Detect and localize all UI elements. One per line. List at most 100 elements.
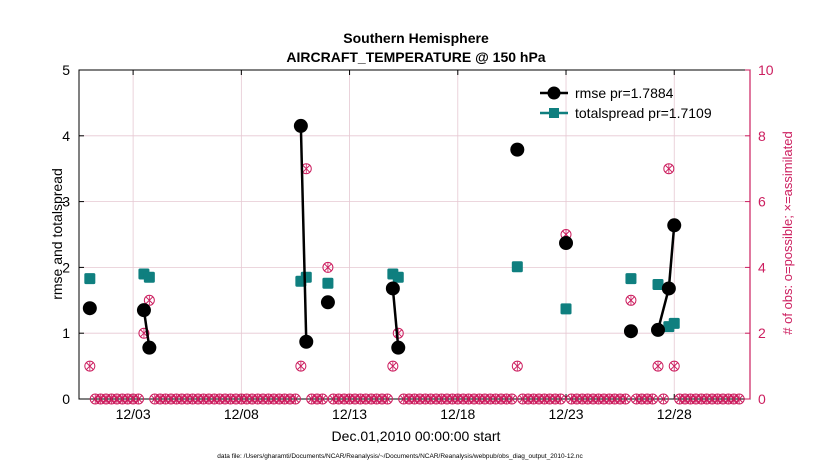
rmse-point [82,301,97,316]
obs-possible-circle [143,294,155,306]
y-tick-label-right: 6 [758,194,766,210]
obs-possible-circle [647,393,659,405]
obs-marker [506,393,518,405]
obs-marker [322,261,334,273]
y-tick-label-left: 1 [62,325,70,341]
obs-possible-circle [657,393,669,405]
obs-possible-circle [381,393,393,405]
legend-spread-label: totalspread pr=1.7109 [575,105,712,121]
y-tick-label-right: 8 [758,128,766,144]
x-tick-label: 12/03 [116,406,151,422]
totalspread-point [652,279,664,291]
totalspread-point [143,271,155,283]
obs-possible-circle [133,393,145,405]
totalspread-point [322,277,334,289]
y-tick-label-left: 5 [62,62,70,78]
rmse-point [667,218,682,233]
rmse-point [293,118,308,133]
totalspread-point [300,271,312,283]
rmse-line-segment [656,288,671,331]
totalspread-point [511,261,523,273]
rmse-point [142,340,157,355]
obs-marker [647,393,659,405]
y-tick-label-left: 2 [62,259,70,275]
obs-possible-circle [555,393,567,405]
obs-marker [289,393,301,405]
totalspread-point [560,303,572,315]
obs-possible-circle [733,393,745,405]
y-tick-label-left: 3 [62,194,70,210]
rmse-point [320,295,335,310]
rmse-point [651,322,666,337]
obs-marker [133,393,145,405]
y-tick-label-left: 4 [62,128,70,144]
obs-possible-circle [317,393,329,405]
rmse-line-segment [299,125,308,342]
obs-possible-circle [625,294,637,306]
legend-rmse-marker [547,86,561,100]
rmse-point [623,324,638,339]
obs-marker [620,393,632,405]
obs-marker [625,294,637,306]
obs-count-markers [84,163,745,405]
rmse-point [391,340,406,355]
obs-marker [663,163,675,175]
obs-marker [555,393,567,405]
rmse-line-segment [391,288,400,348]
obs-marker [387,360,399,372]
obs-possible-circle [295,360,307,372]
obs-marker [668,360,680,372]
obs-possible-circle [663,163,675,175]
obs-possible-circle [387,360,399,372]
totalspread-point [668,317,680,329]
totalspread-point [625,273,637,285]
y-tick-label-right: 10 [758,62,774,78]
legend-spread-marker [549,108,559,118]
rmse-line-segment [667,225,676,289]
obs-possible-circle [620,393,632,405]
obs-possible-circle [138,327,150,339]
obs-marker [733,393,745,405]
axis-ticks: 12/03 12/08 12/13 12/18 12/23 12/28 0 1 2 3 4 5 0 2 4 6… [62,62,774,422]
y-axis-label-left: rmse and totalspread [49,168,65,300]
obs-possible-circle [322,261,334,273]
y-tick-label-right: 2 [758,325,766,341]
rmse-point [661,281,676,296]
rmse-point [136,303,151,318]
obs-marker [652,360,664,372]
obs-possible-circle [84,360,96,372]
totalspread-point [392,271,404,283]
rmse-point [385,281,400,296]
x-tick-label: 12/18 [440,406,475,422]
obs-marker [317,393,329,405]
data-file-footnote: data file: /Users/gharamti/Documents/NCA… [217,453,583,460]
grid-lines [79,70,750,399]
legend-rmse-label: rmse pr=1.7884 [575,85,674,101]
y-tick-label-left: 0 [62,391,70,407]
rmse-point [510,142,525,157]
x-tick-label: 12/23 [548,406,583,422]
y-tick-label-right: 0 [758,391,766,407]
rmse-point [559,236,574,251]
totalspread-point [84,273,96,285]
x-tick-label: 12/28 [657,406,692,422]
y-tick-label-right: 4 [758,259,766,275]
obs-possible-circle [506,393,518,405]
series-marks [82,118,682,355]
x-tick-label: 12/08 [224,406,259,422]
x-axis-label: Dec.01,2010 00:00:00 start [332,428,501,444]
obs-marker [657,393,669,405]
obs-marker [511,360,523,372]
obs-possible-circle [289,393,301,405]
rmse-point [299,334,314,349]
y-axis-label-right: # of obs: o=possible; ×=assimilated [780,131,795,334]
obs-marker [143,294,155,306]
x-tick-label: 12/13 [332,406,367,422]
obs-possible-circle [668,360,680,372]
chart-title-line1: Southern Hemisphere [343,30,489,46]
chart-title-line2: AIRCRAFT_TEMPERATURE @ 150 hPa [286,49,545,65]
obs-marker [381,393,393,405]
obs-possible-circle [511,360,523,372]
